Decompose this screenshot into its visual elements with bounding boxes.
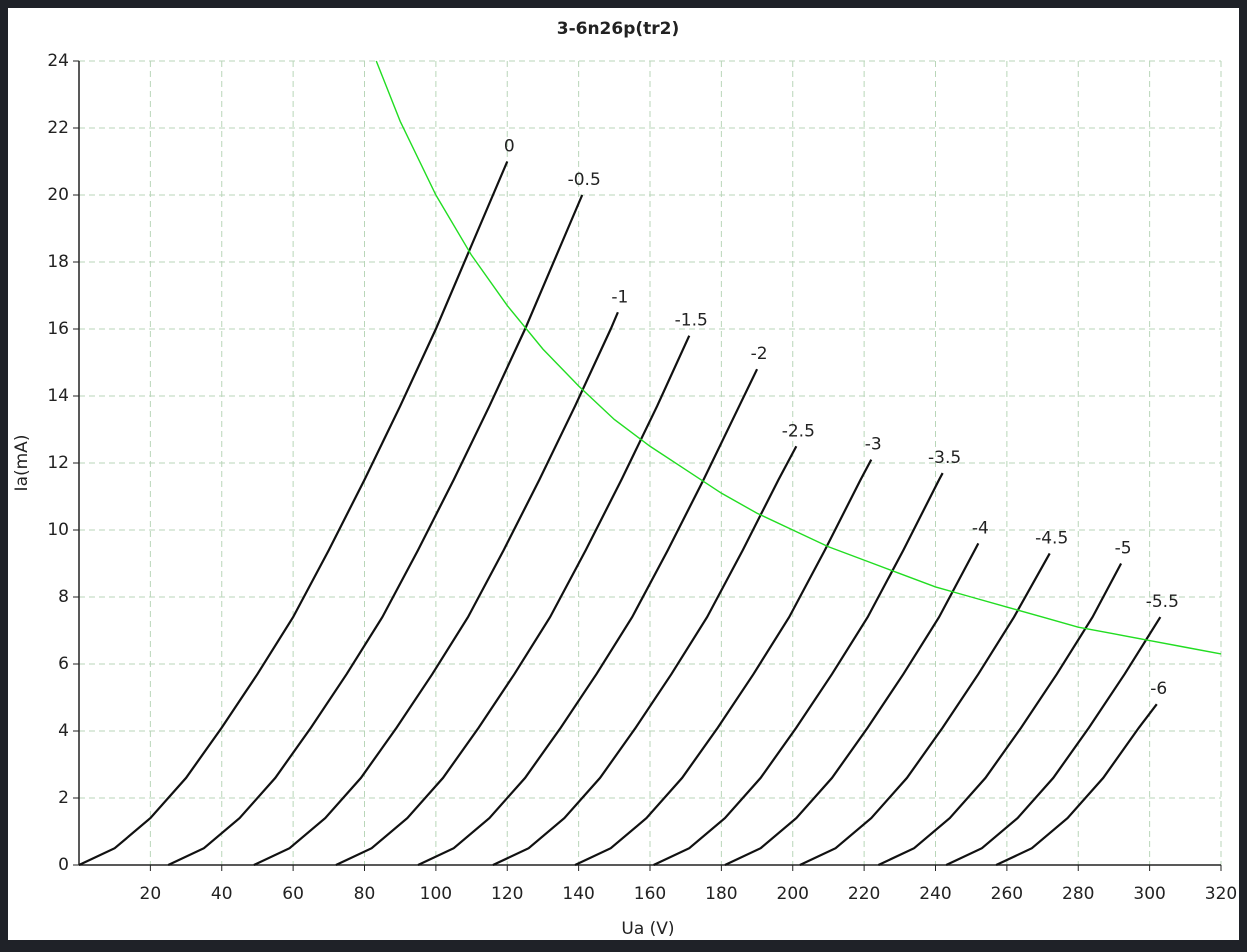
- chart-title: 3-6n26p(tr2): [557, 19, 680, 39]
- x-tick-label: 80: [354, 884, 376, 904]
- x-tick-label: 300: [1133, 884, 1165, 904]
- y-tick-label: 18: [47, 252, 69, 272]
- y-tick-label: 16: [47, 319, 69, 339]
- curve: [799, 552, 1051, 866]
- curve-label: 0: [504, 137, 515, 157]
- x-tick-label: 320: [1205, 884, 1237, 904]
- curve-label: -5: [1115, 539, 1132, 559]
- curve-label: -4: [972, 518, 989, 538]
- curve: [574, 459, 873, 866]
- curve-label: -0.5: [568, 170, 601, 190]
- x-tick-label: 60: [282, 884, 304, 904]
- x-tick-label: 180: [705, 884, 737, 904]
- x-tick-label: 120: [491, 884, 523, 904]
- y-tick-label: 4: [58, 721, 69, 741]
- x-tick-label: 140: [562, 884, 594, 904]
- curve-label: -6: [1150, 679, 1167, 699]
- curve-label: -3.5: [928, 448, 961, 468]
- x-tick-label: 240: [919, 884, 951, 904]
- curve-label: -1.5: [675, 311, 708, 331]
- y-tick-label: 0: [58, 855, 69, 875]
- x-tick-label: 20: [140, 884, 162, 904]
- curve-label: -2.5: [782, 421, 815, 441]
- y-tick-label: 8: [58, 587, 69, 607]
- x-tick-label: 280: [1062, 884, 1094, 904]
- x-tick-label: 160: [634, 884, 666, 904]
- y-tick-label: 12: [47, 453, 69, 473]
- curve: [995, 703, 1158, 866]
- curve: [417, 368, 759, 866]
- curve: [877, 562, 1123, 866]
- curve: [653, 472, 944, 866]
- curve: [253, 311, 619, 866]
- curve-label: -2: [751, 344, 768, 364]
- y-tick-label: 24: [47, 51, 69, 71]
- y-tick-label: 14: [47, 386, 69, 406]
- x-tick-label: 200: [777, 884, 809, 904]
- y-tick-label: 6: [58, 654, 69, 674]
- x-tick-label: 40: [211, 884, 233, 904]
- curve: [335, 335, 691, 866]
- curve: [167, 194, 584, 866]
- curve: [375, 60, 1222, 655]
- curve: [724, 542, 980, 866]
- y-tick-label: 20: [47, 185, 69, 205]
- curve: [78, 161, 509, 866]
- y-tick-label: 2: [58, 788, 69, 808]
- curve-label: -5.5: [1146, 592, 1179, 612]
- x-axis-label: Ua (V): [621, 919, 674, 939]
- y-tick-label: 22: [47, 118, 69, 138]
- x-tick-label: 100: [420, 884, 452, 904]
- curve-label: -3: [865, 435, 882, 455]
- curve-label: -4.5: [1035, 528, 1068, 548]
- y-axis-label: Ia(mA): [12, 435, 32, 492]
- x-tick-label: 260: [991, 884, 1023, 904]
- curve-label: -1: [611, 287, 628, 307]
- x-tick-label: 220: [848, 884, 880, 904]
- y-tick-label: 10: [47, 520, 69, 540]
- curve: [945, 616, 1162, 866]
